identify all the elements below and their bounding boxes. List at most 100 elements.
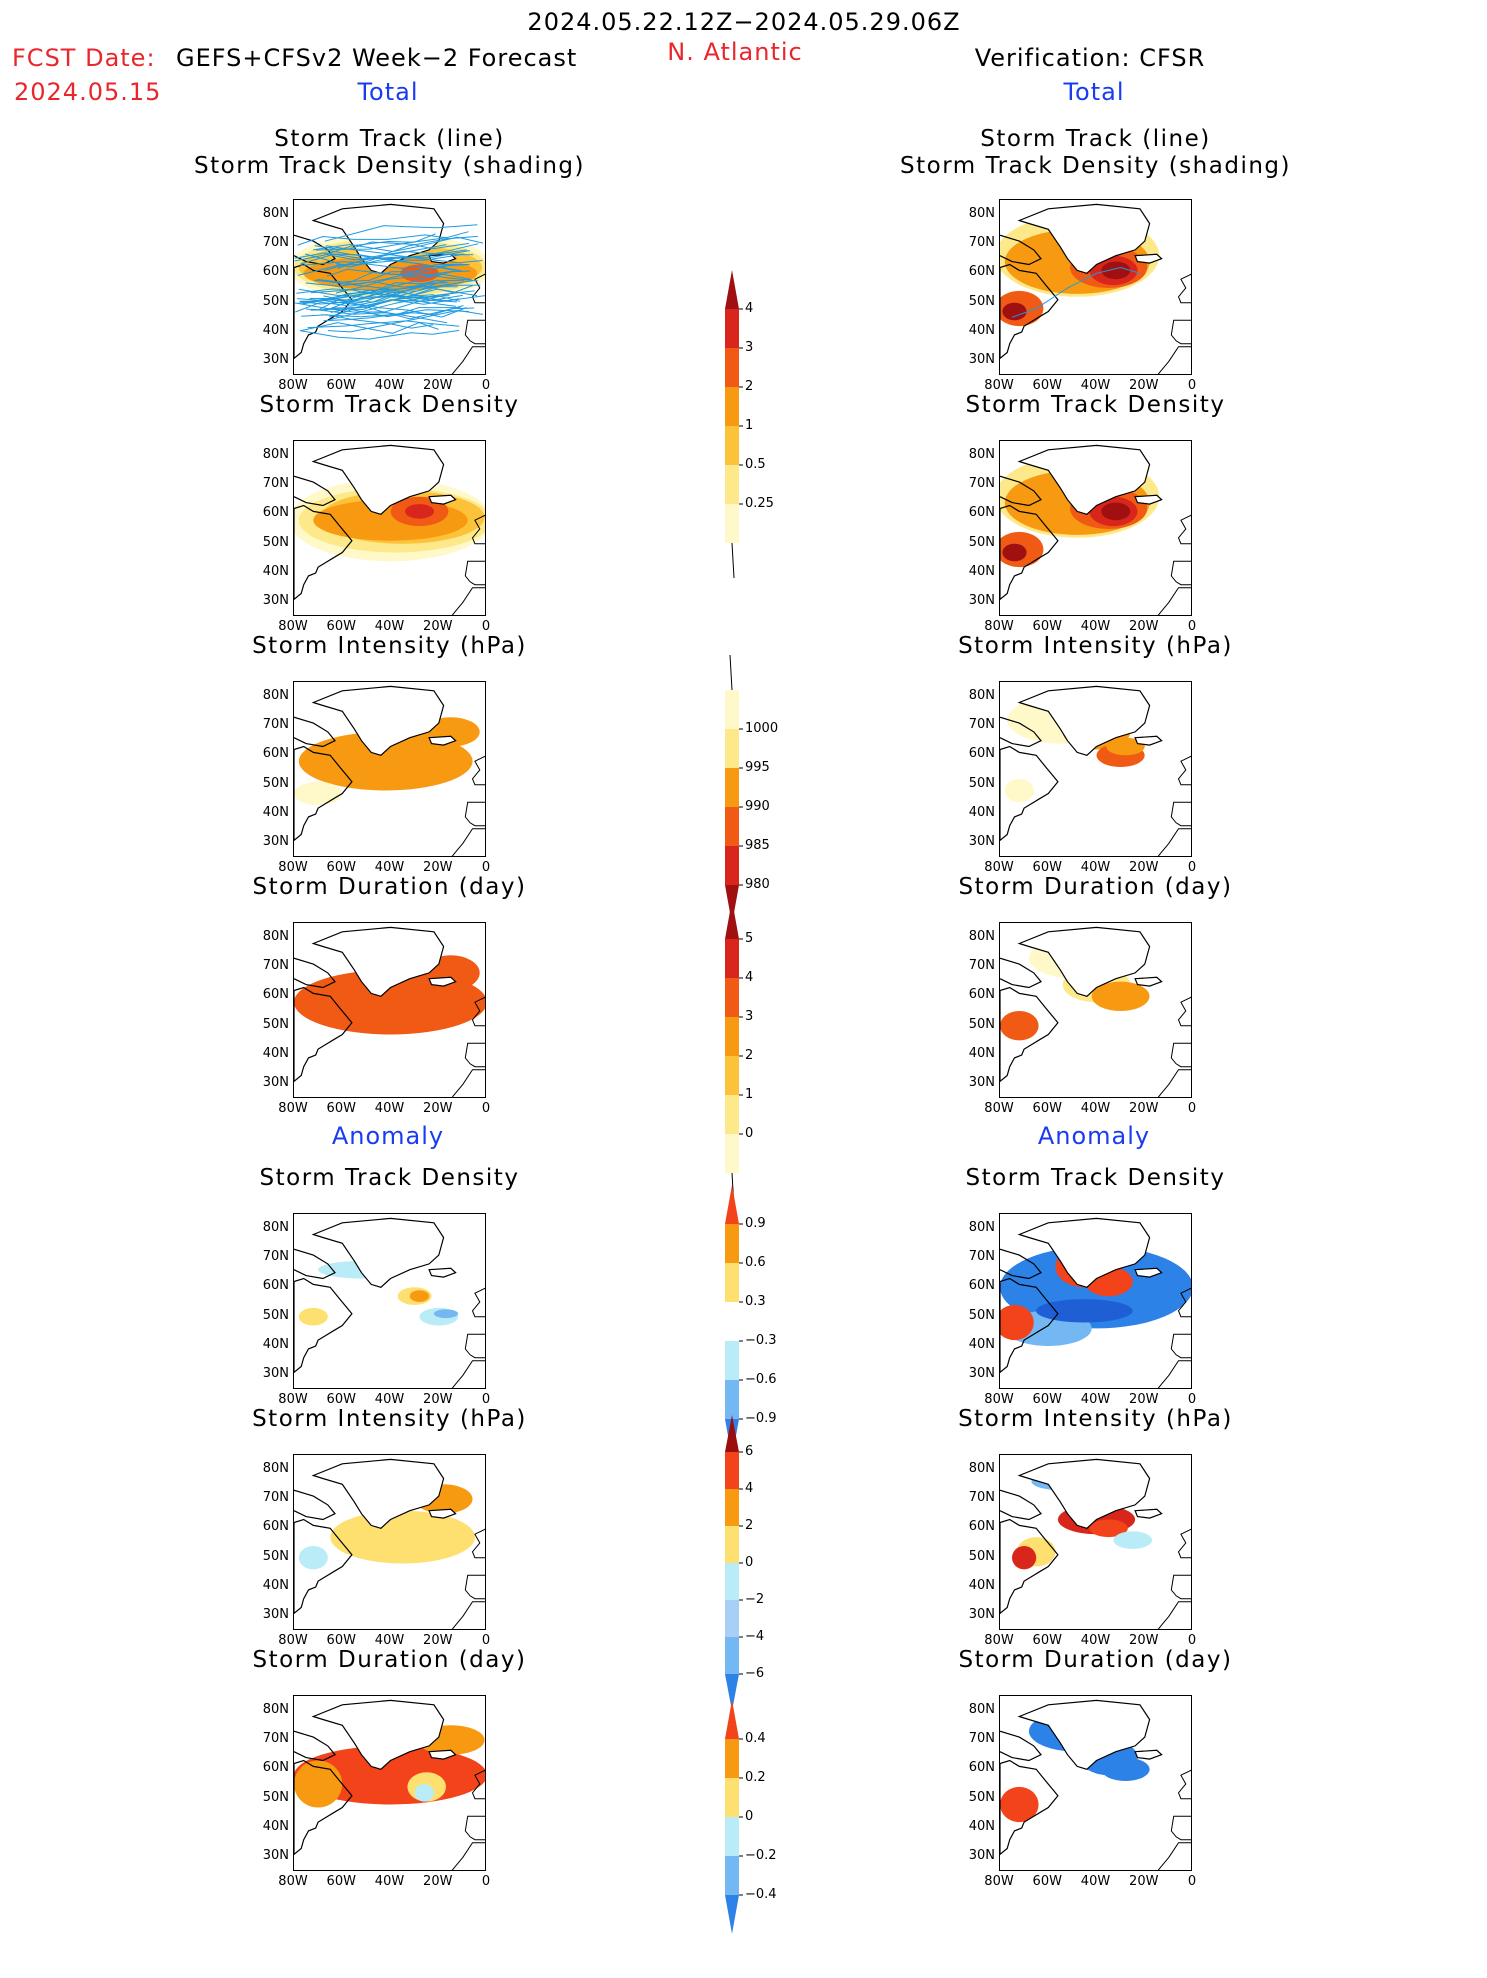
lon-tick-label: 20W	[423, 1392, 453, 1407]
lat-tick-label: 60N	[262, 1519, 289, 1535]
colorbar-tick-label: 0.3	[745, 1294, 766, 1309]
lon-tick-label: 40W	[374, 860, 405, 875]
lon-tick-label: 60W	[1032, 860, 1062, 875]
colorbar-tick-label: 2	[745, 1048, 754, 1063]
lon-tick-label: 20W	[1129, 1874, 1159, 1889]
panel-title-forecast-anom-duration: Storm Duration (day)	[252, 1647, 527, 1673]
lat-tick-label: 50N	[968, 1789, 995, 1805]
lon-tick-label: 20W	[423, 378, 453, 393]
lat-tick-label: 40N	[262, 1046, 289, 1061]
fcst-label: FCST Date:	[12, 44, 156, 72]
lat-tick-label: 50N	[968, 534, 995, 550]
lat-tick-label: 40N	[968, 1819, 995, 1834]
lat-tick-label: 80N	[262, 1701, 289, 1717]
lat-tick-label: 50N	[262, 1789, 289, 1805]
lat-tick-label: 60N	[968, 746, 995, 762]
lat-tick-label: 70N	[262, 958, 289, 973]
map-cfsr-duration	[999, 922, 1192, 1098]
lat-tick-label: 60N	[262, 264, 289, 280]
left-total-label: Total	[357, 78, 419, 106]
lat-tick-label: 70N	[262, 717, 289, 732]
colorbar-tick-label: 0	[745, 1555, 754, 1570]
lat-tick-label: 50N	[968, 1548, 995, 1564]
lon-tick-label: 40W	[1080, 1633, 1111, 1648]
lon-tick-label: 80W	[278, 1101, 308, 1116]
lon-tick-label: 80W	[278, 1392, 308, 1407]
panel-title-cfsr-track: Storm Track (line)	[980, 126, 1211, 152]
lon-tick-label: 60W	[326, 1101, 356, 1116]
lon-tick-label: 20W	[1129, 1101, 1159, 1116]
lon-tick-label: 40W	[374, 1633, 405, 1648]
colorbar-tick-label: 0.9	[745, 1216, 766, 1231]
panel-title-cfsr-intensity: Storm Intensity (hPa)	[958, 633, 1233, 659]
colorbar-tick-label: 3	[745, 1009, 754, 1024]
colorbar-tick-label: 3	[745, 340, 754, 355]
colorbar-tick-label: 1	[745, 418, 754, 433]
colorbar-tick-label: −6	[745, 1666, 765, 1681]
map-forecast-anom-intensity	[293, 1454, 486, 1630]
lat-tick-label: 70N	[262, 1490, 289, 1505]
lon-tick-label: 40W	[374, 378, 405, 393]
lat-tick-label: 80N	[262, 928, 289, 944]
colorbar-anom-intensity	[715, 1375, 755, 1755]
colorbar-tick-label: 0.4	[745, 1731, 766, 1746]
lon-tick-label: 0	[1187, 1633, 1197, 1648]
lon-tick-label: 80W	[984, 619, 1014, 634]
colorbar-tick-label: 0	[745, 1126, 754, 1141]
lon-tick-label: 40W	[374, 1874, 405, 1889]
lat-tick-label: 40N	[968, 564, 995, 579]
lon-tick-label: 20W	[1129, 619, 1159, 634]
lon-tick-label: 40W	[1080, 619, 1111, 634]
map-cfsr-track	[999, 199, 1192, 375]
lat-tick-label: 30N	[262, 834, 289, 850]
lon-tick-label: 60W	[326, 1633, 356, 1648]
lat-tick-label: 70N	[262, 476, 289, 491]
lat-tick-label: 30N	[262, 593, 289, 609]
colorbar-tick-label: −0.4	[745, 1887, 777, 1902]
lon-tick-label: 40W	[1080, 860, 1111, 875]
colorbar-tick-label: −4	[745, 1629, 765, 1644]
panel-title-forecast-track: Storm Track (line)	[274, 126, 505, 152]
lat-tick-label: 70N	[968, 476, 995, 491]
lat-tick-label: 30N	[262, 1607, 289, 1623]
panel-title-forecast-intensity: Storm Intensity (hPa)	[252, 633, 527, 659]
lat-tick-label: 40N	[262, 323, 289, 338]
lon-tick-label: 60W	[326, 1392, 356, 1407]
lat-tick-label: 60N	[262, 1278, 289, 1294]
colorbar-tick-label: −0.6	[745, 1372, 777, 1387]
colorbar-tick-label: 6	[745, 1444, 754, 1459]
verification-label: Verification: CFSR	[974, 44, 1206, 72]
lat-tick-label: 70N	[968, 1249, 995, 1264]
lat-tick-label: 70N	[968, 717, 995, 732]
lat-tick-label: 30N	[262, 1848, 289, 1864]
colorbar-tick-label: −0.3	[745, 1333, 777, 1348]
region-title: N. Atlantic	[667, 38, 803, 66]
colorbar-tick-label: 980	[745, 877, 770, 892]
lon-tick-label: 20W	[423, 1633, 453, 1648]
colorbar-tick-label: 1000	[745, 721, 779, 736]
lat-tick-label: 30N	[262, 352, 289, 368]
lon-tick-label: 20W	[423, 860, 453, 875]
lat-tick-label: 80N	[968, 928, 995, 944]
lon-tick-label: 80W	[278, 1874, 308, 1889]
lat-tick-label: 80N	[968, 1701, 995, 1717]
map-forecast-anom-duration	[293, 1695, 486, 1871]
colorbar-tick-label: −2	[745, 1592, 765, 1607]
map-forecast-density	[293, 440, 486, 616]
colorbar-tick-label: 995	[745, 760, 770, 775]
lat-tick-label: 60N	[968, 1760, 995, 1776]
colorbar-tick-label: 2	[745, 1518, 754, 1533]
lat-tick-label: 80N	[262, 446, 289, 462]
lat-tick-label: 70N	[968, 958, 995, 973]
colorbar-tick-label: 4	[745, 970, 754, 985]
lon-tick-label: 40W	[374, 1101, 405, 1116]
map-cfsr-anom-duration	[999, 1695, 1192, 1871]
lat-tick-label: 80N	[968, 446, 995, 462]
lat-tick-label: 40N	[262, 1337, 289, 1352]
panel-title-cfsr-track: Storm Track Density (shading)	[900, 153, 1291, 179]
map-forecast-track	[293, 199, 486, 375]
lat-tick-label: 40N	[968, 1578, 995, 1593]
lon-tick-label: 80W	[278, 860, 308, 875]
lon-tick-label: 60W	[1032, 1633, 1062, 1648]
panel-title-cfsr-anom-duration: Storm Duration (day)	[958, 1647, 1233, 1673]
